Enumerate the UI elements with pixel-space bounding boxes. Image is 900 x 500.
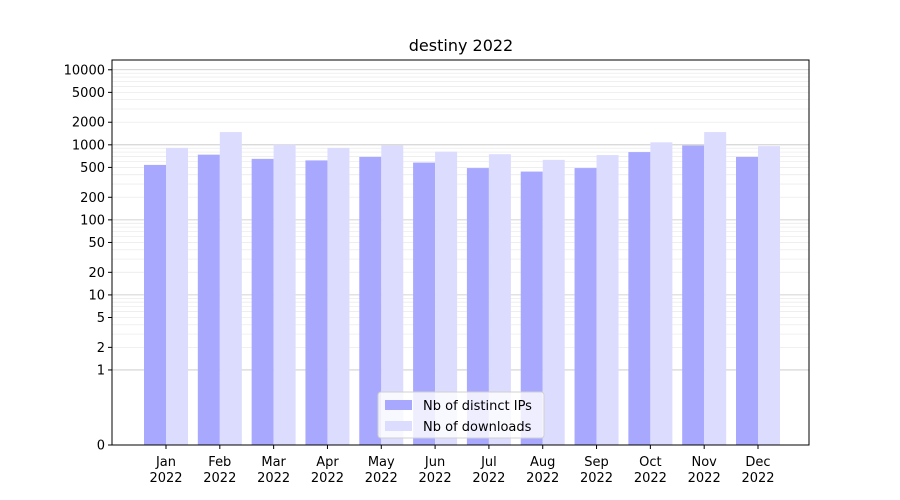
- legend: Nb of distinct IPs Nb of downloads: [377, 391, 545, 439]
- bar: [736, 156, 758, 446]
- x-tick-label: Mar 2022: [257, 455, 290, 486]
- y-axis: 0 1 2 5 10 20 50 100 200 500 1000 2000 5000 10000: [64, 63, 112, 454]
- bar: [466, 168, 489, 445]
- bar: [305, 160, 328, 445]
- legend-box: [377, 391, 545, 439]
- y-tick-label: 10: [88, 288, 105, 303]
- x-tick-label: Apr 2022: [311, 455, 344, 486]
- bar: [273, 144, 296, 446]
- bar: [381, 145, 404, 445]
- y-tick-label: 1: [97, 363, 105, 378]
- x-tick-label: May 2022: [365, 455, 398, 486]
- y-tick-label: 50: [88, 236, 105, 251]
- bar: [682, 145, 705, 445]
- bar: [166, 147, 188, 445]
- y-tick-label: 500: [80, 161, 105, 176]
- y-tick-label: 200: [80, 191, 105, 206]
- y-tick-label: 2000: [72, 116, 105, 131]
- bar: [251, 158, 274, 445]
- legend-label: Nb of downloads: [423, 420, 532, 435]
- bar: [144, 164, 166, 445]
- y-tick-label: 1000: [72, 138, 105, 153]
- x-axis: Jan 2022 Feb 2022 Mar 2022 Apr 2022 May 2022 Jun 20…: [149, 445, 775, 486]
- bar: [219, 132, 242, 446]
- bar: [435, 151, 458, 445]
- y-tick-label: 2: [97, 341, 105, 356]
- y-tick-label: 5: [97, 311, 105, 326]
- x-tick-label: Feb 2022: [203, 455, 236, 486]
- bar: [596, 155, 619, 446]
- bar: [197, 154, 220, 446]
- bar: [488, 154, 511, 445]
- y-tick-label: 0: [97, 439, 105, 454]
- y-tick-label: 20: [88, 266, 105, 281]
- x-tick-label: Jun 2022: [419, 455, 452, 486]
- bar: [327, 147, 350, 445]
- chart-title: destiny 2022: [409, 36, 513, 55]
- bar: [574, 168, 597, 445]
- x-tick-label: Nov 2022: [688, 455, 721, 486]
- bar: [758, 146, 780, 445]
- x-tick-label: Sep 2022: [580, 455, 613, 486]
- bar: [628, 152, 651, 445]
- bar: [704, 132, 727, 446]
- bar: [520, 171, 543, 445]
- bars: [144, 132, 780, 446]
- legend-swatch: [385, 400, 412, 410]
- y-tick-label: 100: [80, 213, 105, 228]
- y-tick-label: 10000: [64, 63, 105, 78]
- bar: [650, 142, 673, 445]
- bar: [413, 162, 436, 445]
- x-tick-label: Aug 2022: [526, 455, 559, 486]
- x-tick-label: Jul 2022: [472, 455, 505, 486]
- x-tick-label: Oct 2022: [634, 455, 667, 486]
- bar: [542, 159, 565, 445]
- bar: [359, 156, 382, 446]
- x-tick-label: Dec 2022: [741, 455, 774, 486]
- legend-swatch: [385, 421, 412, 431]
- x-tick-label: Jan 2022: [149, 455, 182, 486]
- y-tick-label: 5000: [72, 86, 105, 101]
- legend-label: Nb of distinct IPs: [423, 399, 532, 414]
- plot-frame: [111, 59, 810, 446]
